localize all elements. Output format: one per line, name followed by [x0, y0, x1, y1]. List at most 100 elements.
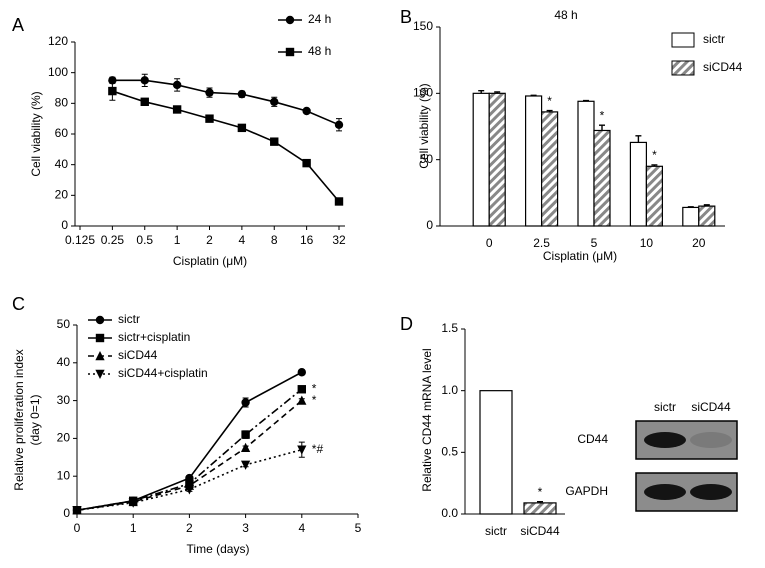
- blot-band: [644, 432, 686, 448]
- marker: [241, 430, 250, 439]
- marker: [302, 158, 311, 168]
- x-tick-label: 32: [332, 233, 346, 247]
- blot-row-label: GAPDH: [565, 484, 608, 498]
- error-bar: [583, 99, 589, 102]
- legend-label: siCD44: [703, 60, 743, 74]
- marker: [297, 395, 307, 405]
- y-tick-label: 1.0: [441, 383, 458, 397]
- y-tick-label: 80: [55, 96, 69, 110]
- error-bar: [687, 206, 694, 208]
- legend-marker: [95, 315, 105, 325]
- annotation: *: [538, 485, 543, 499]
- marker: [184, 485, 195, 495]
- y-tick-label: 40: [55, 157, 69, 171]
- y-tick-label: 30: [57, 393, 71, 407]
- x-tick-label: 3: [242, 521, 249, 535]
- end-label: *: [312, 393, 317, 407]
- marker: [108, 86, 117, 96]
- annotation: *: [600, 108, 605, 122]
- end-label: *#: [312, 442, 324, 456]
- y-axis-label: Cell viability (%): [417, 83, 431, 168]
- panel-letter: A: [12, 15, 24, 35]
- y-tick-label: 0: [426, 218, 433, 232]
- y-tick-label: 0.5: [441, 445, 458, 459]
- marker: [297, 368, 306, 377]
- x-axis-label: Time (days): [187, 542, 250, 556]
- y-tick-label: 50: [57, 317, 71, 331]
- blot-lane-label: sictr: [654, 400, 676, 414]
- marker: [108, 76, 117, 85]
- y-axis-label: Relative proliferation index: [12, 349, 26, 490]
- y-tick-label: 50: [420, 152, 434, 166]
- marker: [240, 460, 251, 470]
- legend-label: siCD44+cisplatin: [118, 366, 208, 380]
- bar: [488, 92, 506, 227]
- blot-band: [644, 484, 686, 500]
- x-tick-label: 0.5: [136, 233, 153, 247]
- blot-lane-label: siCD44: [691, 400, 731, 414]
- y-tick-label: 150: [413, 19, 433, 33]
- chart-title: 48 h: [554, 8, 577, 22]
- marker: [72, 506, 82, 516]
- error-bar: [635, 135, 642, 143]
- x-tick-label: 20: [692, 236, 706, 250]
- y-tick-label: 40: [57, 355, 71, 369]
- bar: [698, 205, 716, 227]
- legend-label: siCD44: [118, 348, 158, 362]
- x-tick-label: 8: [271, 233, 278, 247]
- x-tick-label: 1: [130, 521, 137, 535]
- x-tick-label: 4: [298, 521, 305, 535]
- marker: [205, 88, 214, 97]
- marker: [172, 80, 182, 90]
- bar: [629, 141, 648, 227]
- error-bar: [530, 94, 537, 97]
- x-axis-label: Cisplatin (μM): [543, 249, 617, 263]
- x-tick-label: 2: [186, 521, 193, 535]
- marker: [140, 97, 149, 106]
- legend-marker: [95, 350, 105, 361]
- bar: [523, 502, 557, 515]
- panel-letter: C: [12, 294, 25, 314]
- y-tick-label: 100: [48, 65, 68, 79]
- legend-label: sictr: [118, 312, 140, 326]
- panel-letter: D: [400, 314, 413, 334]
- error-bar: [478, 89, 485, 94]
- legend-marker: [285, 47, 295, 57]
- bar: [524, 95, 543, 227]
- legend-marker: [95, 369, 105, 380]
- marker: [270, 137, 279, 146]
- y-axis-label: (day 0=1): [28, 394, 42, 445]
- x-tick-label: 5: [591, 236, 598, 250]
- x-tick-label: 16: [300, 233, 314, 247]
- y-tick-label: 120: [48, 34, 68, 48]
- marker: [302, 106, 311, 116]
- error-bar: [537, 500, 543, 503]
- error-bar: [546, 109, 553, 112]
- y-tick-label: 100: [413, 86, 433, 100]
- x-tick-label: 2.5: [533, 236, 550, 250]
- x-tick-label: 0.125: [65, 233, 95, 247]
- marker: [270, 97, 279, 107]
- marker: [128, 498, 138, 508]
- y-tick-label: 20: [55, 188, 69, 202]
- bar: [479, 390, 513, 515]
- y-tick-label: 0: [63, 506, 70, 520]
- marker: [237, 123, 247, 133]
- y-tick-label: 10: [57, 468, 71, 482]
- blot-row-label: CD44: [577, 432, 608, 446]
- marker: [172, 105, 182, 114]
- x-tick-label: sictr: [485, 524, 507, 538]
- error-bar: [599, 124, 605, 131]
- y-tick-label: 1.5: [441, 321, 458, 335]
- x-tick-label: 5: [355, 521, 362, 535]
- marker: [205, 114, 214, 123]
- legend-marker: [95, 333, 105, 343]
- bar: [577, 100, 595, 227]
- y-tick-label: 20: [57, 431, 71, 445]
- legend-swatch: [671, 32, 695, 48]
- legend-label: 48 h: [308, 44, 331, 58]
- y-tick-label: 0: [61, 218, 68, 232]
- y-tick-label: 60: [55, 126, 69, 140]
- blot-band: [690, 432, 732, 448]
